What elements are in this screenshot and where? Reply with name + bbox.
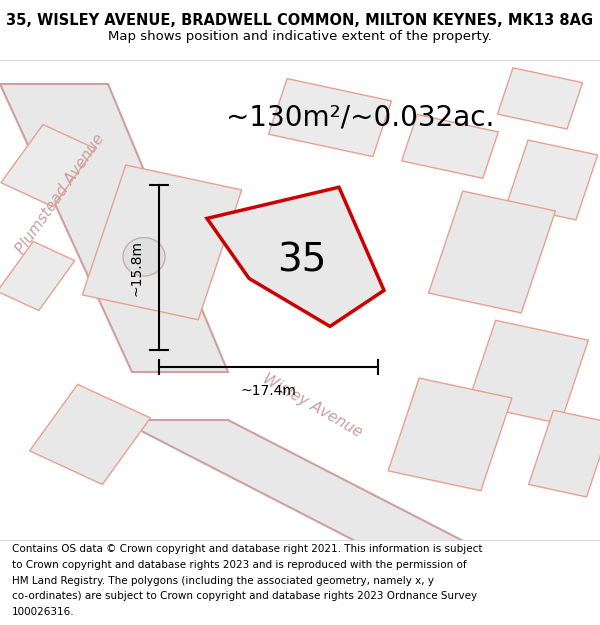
Polygon shape	[506, 140, 598, 220]
Text: ~15.8m: ~15.8m	[130, 239, 144, 296]
Polygon shape	[388, 378, 512, 491]
Polygon shape	[82, 165, 242, 320]
Polygon shape	[120, 420, 480, 549]
Text: co-ordinates) are subject to Crown copyright and database rights 2023 Ordnance S: co-ordinates) are subject to Crown copyr…	[12, 591, 477, 601]
Polygon shape	[529, 410, 600, 497]
Text: 35, WISLEY AVENUE, BRADWELL COMMON, MILTON KEYNES, MK13 8AG: 35, WISLEY AVENUE, BRADWELL COMMON, MILT…	[7, 13, 593, 28]
Text: 35: 35	[277, 241, 326, 279]
Polygon shape	[29, 384, 151, 484]
Polygon shape	[207, 188, 384, 326]
Ellipse shape	[123, 238, 165, 276]
Text: ~130m²/~0.032ac.: ~130m²/~0.032ac.	[226, 103, 494, 131]
Text: Map shows position and indicative extent of the property.: Map shows position and indicative extent…	[108, 30, 492, 43]
Polygon shape	[0, 241, 75, 311]
Text: to Crown copyright and database rights 2023 and is reproduced with the permissio: to Crown copyright and database rights 2…	[12, 560, 467, 570]
Polygon shape	[497, 68, 583, 129]
Polygon shape	[1, 124, 95, 207]
Text: Wisley Avenue: Wisley Avenue	[260, 371, 364, 440]
Polygon shape	[269, 79, 391, 157]
Polygon shape	[467, 321, 589, 424]
Text: Contains OS data © Crown copyright and database right 2021. This information is : Contains OS data © Crown copyright and d…	[12, 544, 482, 554]
Polygon shape	[428, 191, 556, 313]
Text: HM Land Registry. The polygons (including the associated geometry, namely x, y: HM Land Registry. The polygons (includin…	[12, 576, 434, 586]
Polygon shape	[401, 114, 499, 178]
Polygon shape	[0, 84, 228, 372]
Text: Plumstead Avenue: Plumstead Avenue	[13, 132, 107, 257]
Text: 100026316.: 100026316.	[12, 607, 74, 617]
Text: ~17.4m: ~17.4m	[241, 384, 296, 398]
